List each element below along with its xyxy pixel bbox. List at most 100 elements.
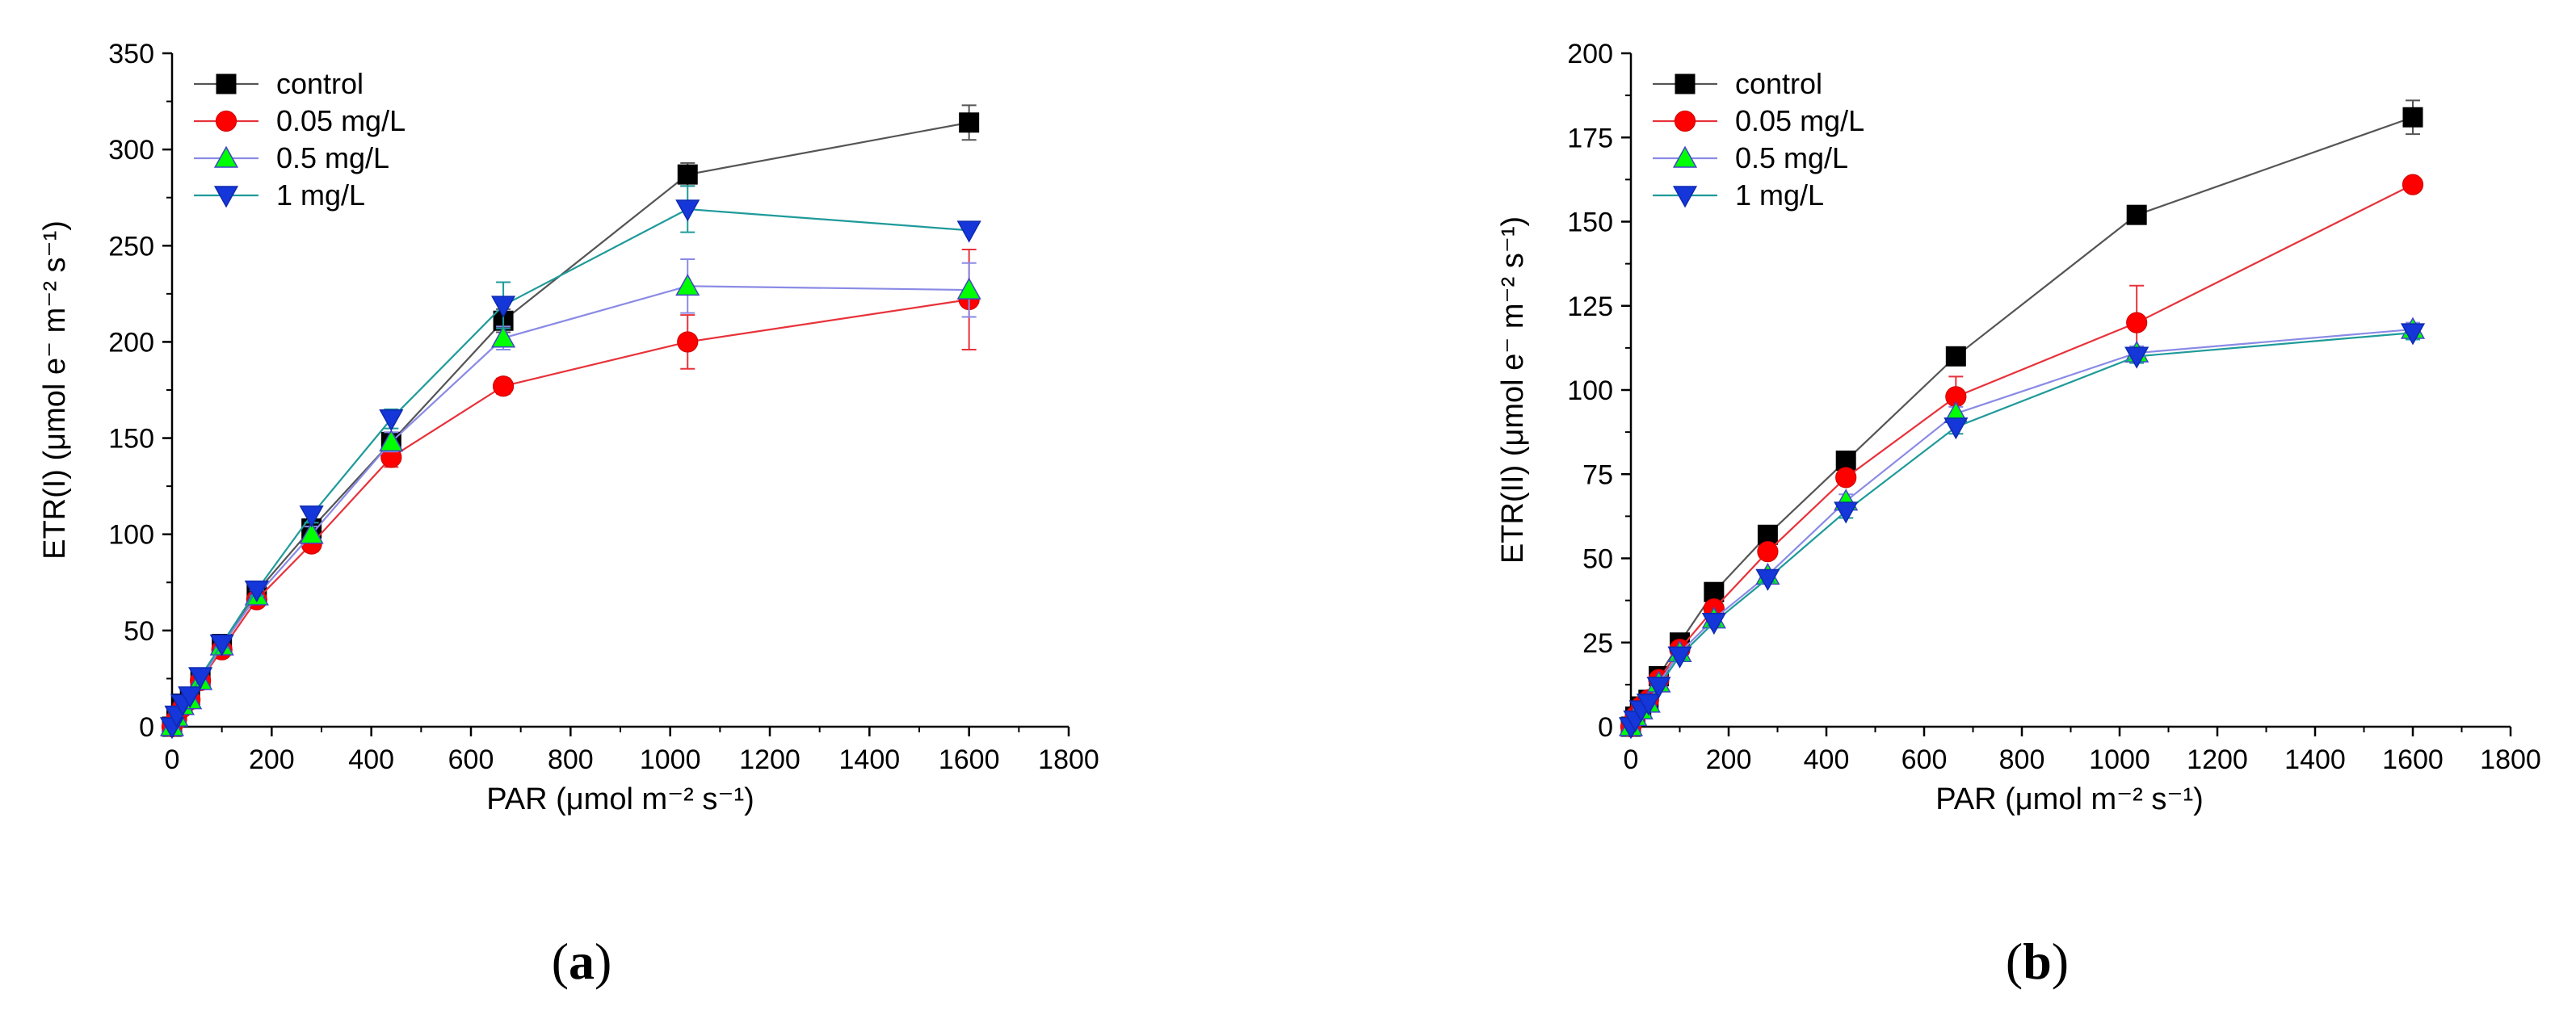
data-point [2126,204,2147,225]
legend-marker [213,145,239,168]
legend-label: control [1735,67,1822,100]
series-line [1629,328,2414,728]
y-axis-title: ETR(I) (μmol e⁻ m⁻² s⁻¹) [38,220,72,560]
y-tick-label: 50 [1582,544,1613,575]
chart-panel-a: 0 200 400 600 800 1000 1200 1400 1600 1800 0 50 100 1… [38,39,1099,990]
y-tick-label: 50 [124,616,154,647]
x-tick-label: 0 [1624,744,1639,775]
data-point [677,331,699,353]
series-0-05-mg-l [161,249,980,738]
data-point [299,505,324,528]
data-point [2402,174,2424,195]
x-tick-label: 400 [1804,744,1850,775]
legend-label: 1 mg/L [1735,178,1824,212]
legend-marker [1672,186,1698,208]
data-point [491,325,516,348]
data-point [2124,346,2149,369]
data-point [1944,417,1969,440]
y-tick-label: 250 [108,231,154,262]
data-point [675,199,700,222]
data-point [675,273,700,296]
series-0-5-mg-l [159,258,981,736]
y-tick-label: 150 [1567,208,1613,238]
data-point [959,112,980,133]
data-point [492,375,515,397]
data-point [244,581,269,603]
legend-label: 0.05 mg/L [276,104,406,137]
legend-marker [1675,73,1696,94]
series-1-mg-l [1618,323,2426,740]
data-point [299,522,324,544]
data-point [956,220,981,243]
data-point [1757,541,1779,563]
x-tick-label: 1000 [2089,744,2150,775]
data-point [956,277,981,300]
legend-marker [1674,110,1696,132]
x-tick-label: 200 [1706,744,1752,775]
series-line [1629,183,2414,728]
y-tick-label: 125 [1567,291,1613,322]
data-point [2126,312,2148,333]
x-tick-label: 1600 [2382,744,2444,775]
x-tick-label: 1200 [739,744,801,775]
series-1-mg-l [159,185,981,740]
legend-entry: 0.05 mg/L [194,104,406,137]
legend-marker [213,186,239,208]
y-axis-title: ETR(II) (μmol e⁻ m⁻² s⁻¹) [1496,216,1530,564]
legend-entry: control [194,67,363,100]
panel-label: (a) [552,933,612,990]
legend-entry: 0.05 mg/L [1653,104,1864,137]
y-tick-label: 350 [108,39,154,69]
data-point [178,686,203,709]
data-point [1945,346,1966,367]
chart-panel-b: 0 200 400 600 800 1000 1200 1400 1600 1800 0 25 50 75… [1496,39,2541,990]
data-point [1835,467,1857,489]
x-tick-label: 800 [1999,744,2045,775]
x-tick-label: 1000 [640,744,701,775]
legend-marker [216,73,237,94]
series-line [170,208,969,728]
y-tick-label: 300 [108,135,154,166]
x-tick-label: 1800 [2480,744,2541,775]
data-point [1755,568,1780,591]
x-tick-label: 800 [548,744,594,775]
legend-entry: 0.5 mg/L [1653,141,1848,174]
series-0-05-mg-l [1620,174,2424,738]
x-tick-label: 0 [165,744,180,775]
legend-label: 0.05 mg/L [1735,104,1864,137]
x-tick-label: 1600 [939,744,1000,775]
data-point [1701,612,1726,635]
legend-entry: 1 mg/L [194,178,365,212]
y-tick-label: 0 [1598,712,1613,743]
data-point [188,667,213,690]
legend-marker [215,110,237,132]
series-line [171,298,969,728]
y-tick-label: 0 [139,712,154,743]
data-point [1667,646,1692,669]
y-tick-label: 200 [1567,39,1613,69]
panel-label: (b) [2006,933,2069,990]
x-tick-label: 600 [1902,744,1948,775]
data-point [379,429,404,452]
y-tick-label: 100 [1567,375,1613,406]
legend-entry: control [1653,67,1822,100]
legend-entry: 1 mg/L [1653,178,1824,212]
y-tick-label: 150 [108,424,154,455]
x-tick-label: 400 [348,744,394,775]
legend-label: 0.5 mg/L [1735,141,1848,174]
legend-label: 0.5 mg/L [276,141,389,174]
y-tick-label: 200 [108,327,154,358]
legend-label: 1 mg/L [276,178,365,212]
data-point [677,164,698,185]
series-line [171,121,969,728]
data-point [491,296,516,318]
data-point [1646,677,1671,699]
x-tick-label: 1200 [2187,744,2248,775]
series-0-5-mg-l [1618,317,2426,736]
x-tick-label: 1400 [2284,744,2346,775]
data-point [209,634,234,656]
x-tick-label: 1400 [839,744,901,775]
x-tick-label: 600 [448,744,494,775]
x-tick-label: 200 [249,744,295,775]
y-tick-label: 25 [1582,628,1613,659]
